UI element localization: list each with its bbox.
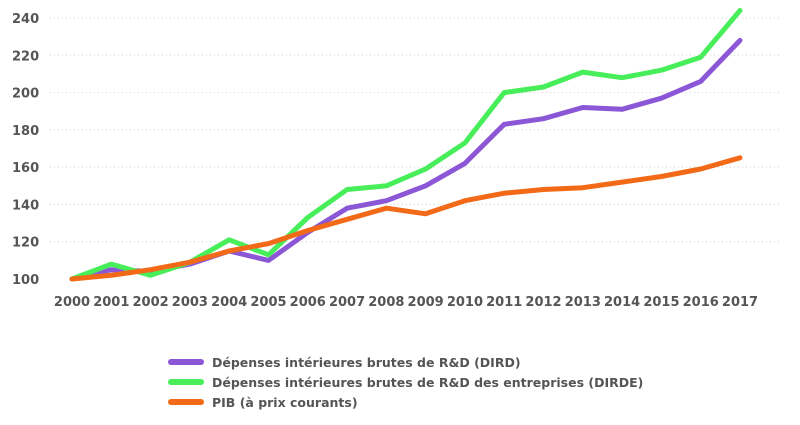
legend-label-pib: PIB (à prix courants): [212, 394, 358, 410]
x-tick-label: 2012: [525, 295, 561, 310]
legend-item-dirde: Dépenses intérieures brutes de R&D des e…: [168, 372, 643, 392]
legend: Dépenses intérieures brutes de R&D (DIRD…: [168, 352, 643, 412]
legend-swatch-dirde: [168, 379, 204, 385]
x-tick-label: 2005: [250, 295, 286, 310]
x-tick-label: 2004: [211, 295, 247, 310]
legend-item-pib: PIB (à prix courants): [168, 392, 643, 412]
x-tick-label: 2015: [643, 295, 679, 310]
y-tick-label: 240: [12, 12, 39, 27]
legend-item-dird: Dépenses intérieures brutes de R&D (DIRD…: [168, 352, 643, 372]
legend-swatch-pib: [168, 399, 204, 405]
x-tick-label: 2006: [290, 295, 326, 310]
legend-swatch-dird: [168, 359, 204, 365]
x-axis: 2000 2001 2002 2003 2004 2005 2006 2007 2008 2009…: [54, 295, 758, 310]
x-tick-label: 2010: [447, 295, 483, 310]
x-tick-label: 2007: [329, 295, 365, 310]
x-tick-label: 2003: [172, 295, 208, 310]
series-line-dirde: [69, 8, 743, 282]
y-axis: 100 120 140 160 180 200 220 240: [12, 12, 39, 288]
x-tick-label: 2011: [486, 295, 522, 310]
x-tick-label: 2016: [683, 295, 719, 310]
x-tick-label: 2013: [565, 295, 601, 310]
y-tick-label: 200: [12, 87, 39, 102]
x-tick-label: 2017: [722, 295, 758, 310]
grid: [50, 17, 780, 243]
y-tick-label: 220: [12, 49, 39, 64]
series-line-pib: [69, 155, 743, 282]
y-tick-label: 160: [12, 161, 39, 176]
y-tick-label: 140: [12, 198, 39, 213]
series-lines: [69, 8, 743, 282]
x-tick-label: 2002: [132, 295, 168, 310]
x-tick-label: 2009: [408, 295, 444, 310]
y-tick-label: 180: [12, 124, 39, 139]
legend-label-dirde: Dépenses intérieures brutes de R&D des e…: [212, 374, 644, 390]
x-tick-label: 2001: [93, 295, 129, 310]
legend-label-dird: Dépenses intérieures brutes de R&D (DIRD…: [212, 354, 521, 370]
x-tick-label: 2008: [368, 295, 404, 310]
x-tick-label: 2000: [54, 295, 90, 310]
y-tick-label: 120: [12, 236, 39, 251]
y-tick-label: 100: [12, 273, 39, 288]
x-tick-label: 2014: [604, 295, 640, 310]
